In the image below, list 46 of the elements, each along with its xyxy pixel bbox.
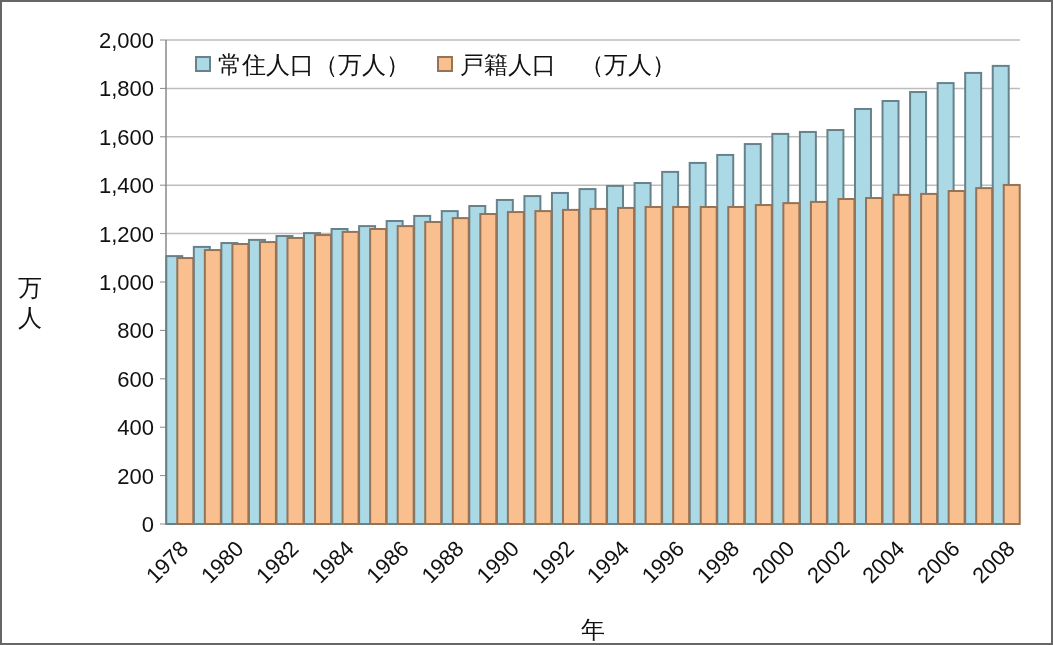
y-tick-label: 1,200 [98,221,154,247]
bar [782,202,801,525]
bar [947,190,966,525]
y-tick-label: 800 [117,318,154,344]
bar [837,197,856,525]
y-tick-label: 400 [117,415,154,441]
bar [644,205,663,525]
y-tick-label: 1,600 [98,124,154,150]
legend-label: 戸籍人口 （万人） [460,51,676,78]
y-axis-title: 万人 [18,274,42,331]
bar [865,197,883,525]
bar [203,249,222,525]
bar [920,192,939,525]
bar [314,234,333,525]
bar [231,243,250,525]
y-tick-label: 2,000 [98,28,154,53]
bar [754,204,773,525]
bar [1002,183,1021,525]
y-tick-label: 0 [141,512,154,537]
bar [258,241,277,525]
bar [506,211,525,525]
y-tick-label: 200 [117,463,154,489]
bar [451,217,470,525]
bar [369,228,388,525]
bar [727,205,746,525]
x-axis-title: 年 [581,616,605,643]
bar [286,236,305,525]
bar [975,187,994,525]
y-tick-label: 1,000 [98,270,154,295]
bar [589,207,608,525]
bar [341,230,360,525]
bar [424,220,443,525]
bar [534,210,553,525]
legend-label: 常住人口（万人） [218,51,410,78]
y-tick-label: 1,400 [98,173,154,199]
bar [396,225,415,525]
bar [617,206,636,525]
bar [672,205,691,525]
bar [176,257,195,525]
bar [809,200,828,525]
y-tick-label: 600 [117,366,154,392]
y-tick-label: 1,800 [98,76,154,102]
bar [699,205,718,525]
bar [561,208,580,525]
bar [892,193,911,525]
bar [479,213,498,525]
